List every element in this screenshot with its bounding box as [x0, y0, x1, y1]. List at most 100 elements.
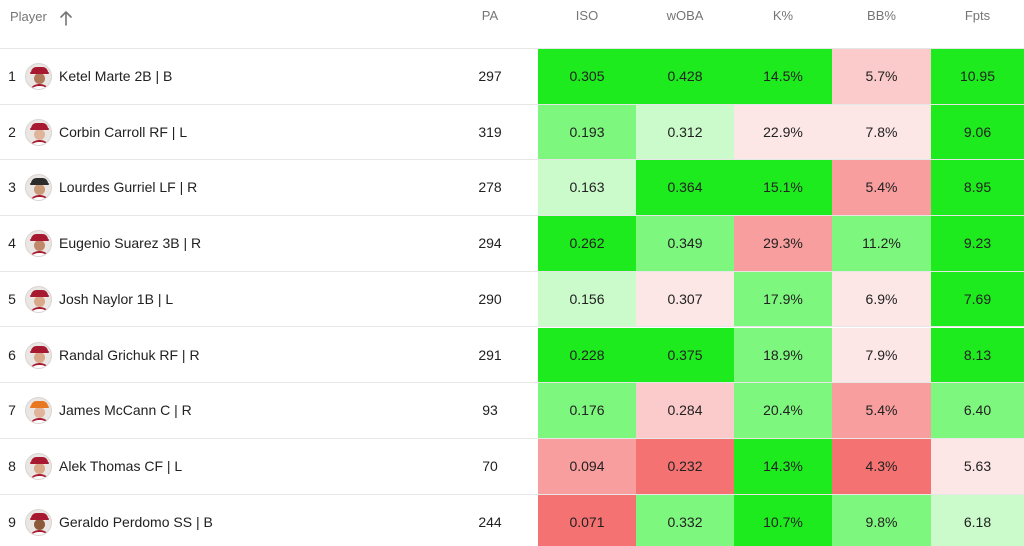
avatar-cap	[31, 456, 48, 464]
fpts-cell: 9.23	[931, 216, 1024, 271]
avatar-jersey	[29, 473, 50, 479]
iso-cell: 0.156	[538, 271, 636, 327]
table-row: 1 Ketel Marte 2B | B 297 0.305 0.428 14.5% 5.7…	[0, 49, 1024, 105]
pa-cell: 93	[482, 402, 498, 419]
k-pct-cell: 14.3%	[734, 438, 832, 494]
table-row: 4 Eugenio Suarez 3B | R 294 0.262 0.349 29.3%…	[0, 216, 1024, 272]
woba-cell: 0.307	[636, 271, 734, 327]
avatar-jersey	[29, 362, 50, 368]
fpts-cell: 8.95	[931, 160, 1024, 216]
table-row: 9 Geraldo Perdomo SS | B 244 0.071 0.332 10.7…	[0, 494, 1024, 546]
avatar-jersey	[29, 139, 50, 145]
player-name[interactable]: Eugenio Suarez 3B | R	[59, 235, 202, 252]
avatar	[25, 63, 52, 90]
rank-number: 4	[8, 235, 16, 252]
header-player-label: Player	[10, 9, 47, 24]
pa-cell: 278	[478, 179, 502, 196]
avatar-face	[34, 407, 45, 419]
avatar	[25, 285, 52, 313]
header-woba[interactable]: wOBA	[666, 8, 704, 23]
iso-cell: 0.262	[538, 216, 636, 271]
woba-cell: 0.312	[636, 104, 734, 160]
pa-cell: 297	[478, 68, 502, 84]
avatar-face	[34, 128, 45, 140]
rank-number: 7	[8, 402, 16, 419]
bb-pct-cell: 5.4%	[832, 160, 931, 216]
avatar	[25, 118, 52, 146]
avatar-cap	[31, 67, 48, 74]
player-name[interactable]: Geraldo Perdomo SS | B	[59, 513, 213, 530]
k-pct-cell: 29.3%	[734, 216, 832, 271]
fpts-cell: 6.40	[931, 383, 1024, 438]
avatar-jersey	[29, 529, 50, 535]
bb-pct-cell: 6.9%	[832, 271, 931, 327]
avatar-face	[34, 295, 45, 307]
avatar	[25, 174, 52, 202]
pa-cell: 290	[478, 290, 502, 307]
iso-cell: 0.305	[538, 49, 636, 104]
avatar-cap-bill	[30, 461, 49, 464]
k-pct-cell: 14.5%	[734, 49, 832, 104]
arrow-up-icon[interactable]	[58, 9, 74, 27]
avatar	[25, 452, 52, 480]
bb-pct-cell: 7.8%	[832, 104, 931, 160]
header-fpts[interactable]: Fpts	[964, 8, 991, 23]
avatar-face	[34, 518, 45, 530]
avatar-jersey	[29, 251, 50, 257]
rank-number: 5	[8, 290, 16, 307]
bb-pct-cell: 4.3%	[832, 438, 931, 494]
avatar-cap	[31, 178, 48, 186]
fpts-cell: 10.95	[931, 49, 1024, 104]
player-name[interactable]: Alek Thomas CF | L	[59, 457, 183, 474]
player-name[interactable]: Josh Naylor 1B | L	[59, 290, 174, 307]
table-row: 8 Alek Thomas CF | L 70 0.094 0.232 14.3% 4.3%…	[0, 438, 1024, 495]
rank-number: 8	[8, 457, 16, 474]
avatar-face	[34, 184, 45, 196]
woba-cell: 0.284	[636, 383, 734, 438]
header-k-pct[interactable]: K%	[772, 8, 794, 23]
avatar	[25, 341, 52, 369]
iso-cell: 0.094	[538, 438, 636, 494]
header-bb-pct[interactable]: BB%	[867, 8, 896, 23]
k-pct-cell: 20.4%	[734, 383, 832, 438]
player-name[interactable]: Randal Grichuk RF | R	[59, 346, 200, 363]
avatar-face	[34, 240, 45, 252]
avatar-cap-bill	[30, 239, 49, 242]
avatar-cap-bill	[30, 294, 49, 297]
header-pa[interactable]: PA	[481, 8, 499, 23]
iso-cell: 0.193	[538, 104, 636, 160]
avatar-jersey	[29, 195, 50, 201]
rank-number: 1	[8, 68, 16, 84]
avatar	[25, 230, 52, 258]
fpts-cell: 5.63	[931, 438, 1024, 494]
player-name[interactable]: Corbin Carroll RF | L	[59, 123, 188, 140]
avatar-cap-bill	[30, 72, 49, 74]
player-name[interactable]: James McCann C | R	[59, 402, 192, 419]
fpts-cell: 8.13	[931, 327, 1024, 383]
fpts-cell: 9.06	[931, 104, 1024, 160]
avatar-cap	[31, 234, 48, 242]
avatar-face	[34, 462, 45, 474]
woba-cell: 0.332	[636, 494, 734, 546]
woba-cell: 0.349	[636, 216, 734, 271]
avatar-jersey	[29, 84, 50, 89]
fpts-cell: 7.69	[931, 271, 1024, 327]
avatar-cap	[31, 512, 48, 520]
player-name[interactable]: Ketel Marte 2B | B	[59, 68, 173, 84]
avatar-cap-bill	[30, 350, 49, 353]
k-pct-cell: 18.9%	[734, 327, 832, 383]
header-iso[interactable]: ISO	[575, 8, 599, 23]
iso-cell: 0.163	[538, 160, 636, 216]
bb-pct-cell: 5.4%	[832, 383, 931, 438]
header-player[interactable]: Player	[10, 0, 47, 34]
avatar-face	[34, 73, 45, 84]
rank-number: 3	[8, 179, 16, 196]
player-name[interactable]: Lourdes Gurriel LF | R	[59, 179, 198, 196]
avatar	[25, 397, 52, 425]
avatar-cap-bill	[30, 517, 49, 520]
avatar-cap	[31, 401, 48, 409]
avatar-cap-bill	[30, 183, 49, 186]
table-header: Player PA ISO wOBA K% BB% Fpts	[0, 0, 1024, 49]
k-pct-cell: 15.1%	[734, 160, 832, 216]
table-row: 7 James McCann C | R 93 0.176 0.284 20.4% 5.4%…	[0, 383, 1024, 439]
